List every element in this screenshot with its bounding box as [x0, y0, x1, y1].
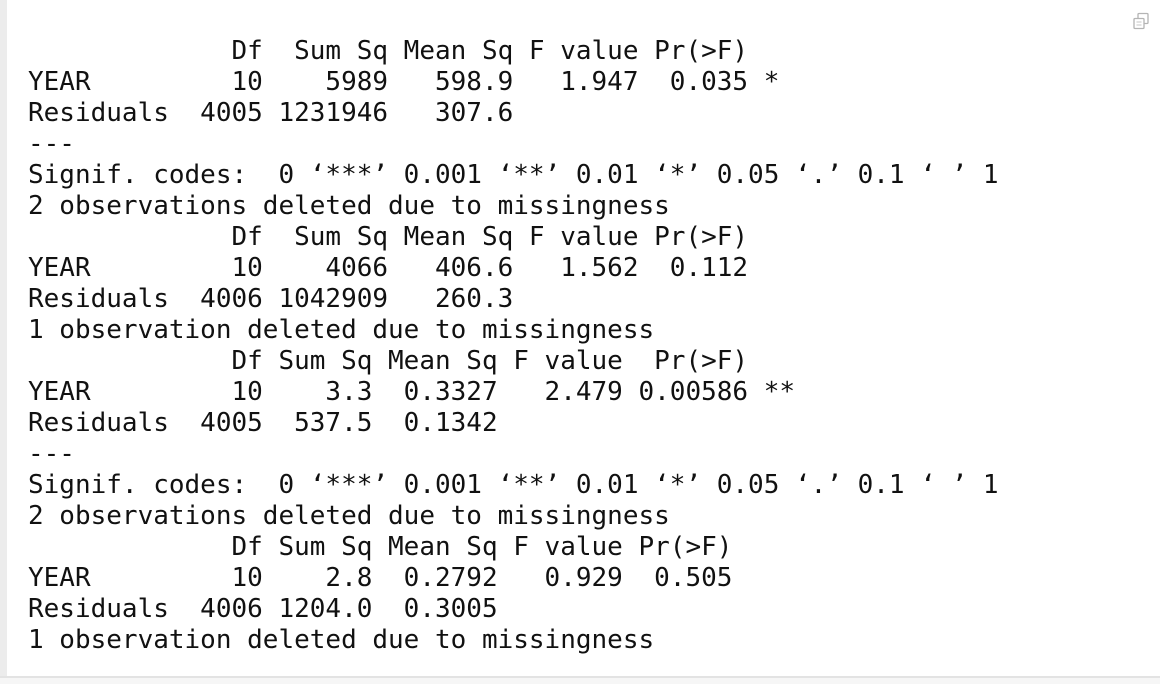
console-line: ---: [28, 129, 75, 159]
console-line: 1 observation deleted due to missingness: [28, 625, 655, 655]
console-line: Df Sum Sq Mean Sq F value Pr(>F): [28, 36, 780, 66]
console-line: Residuals 4006 1204.0 0.3005: [28, 594, 733, 624]
console-line: YEAR 10 3.3 0.3327 2.479 0.00586 **: [28, 377, 796, 407]
console-text: Df Sum Sq Mean Sq F value Pr(>F) YEAR 10…: [28, 36, 999, 656]
console-line: Residuals 4005 537.5 0.1342: [28, 408, 780, 438]
console-line: Df Sum Sq Mean Sq F value Pr(>F): [28, 346, 796, 376]
console-line: Residuals 4005 1231946 307.6: [28, 98, 780, 128]
console-line: YEAR 10 4066 406.6 1.562 0.112: [28, 253, 749, 283]
console-line: Signif. codes: 0 ‘***’ 0.001 ‘**’ 0.01 ‘…: [28, 470, 999, 500]
copy-output-button[interactable]: [1130, 10, 1152, 32]
bottom-scroll-area: [0, 678, 1160, 684]
console-line: YEAR 10 2.8 0.2792 0.929 0.505: [28, 563, 733, 593]
console-line: ---: [28, 439, 75, 469]
console-line: Residuals 4006 1042909 260.3: [28, 284, 749, 314]
console-line: 1 observation deleted due to missingness: [28, 315, 655, 345]
console-line: Signif. codes: 0 ‘***’ 0.001 ‘**’ 0.01 ‘…: [28, 160, 999, 190]
left-border: [0, 0, 7, 684]
bottom-border: [0, 676, 1160, 678]
console-line: Df Sum Sq Mean Sq F value Pr(>F): [28, 532, 733, 562]
console-line: YEAR 10 5989 598.9 1.947 0.035 *: [28, 67, 780, 97]
console-line: 2 observations deleted due to missingnes…: [28, 501, 670, 531]
console-line: Df Sum Sq Mean Sq F value Pr(>F): [28, 222, 749, 252]
copy-output-icon: [1133, 12, 1149, 30]
console-line: 2 observations deleted due to missingnes…: [28, 191, 670, 221]
